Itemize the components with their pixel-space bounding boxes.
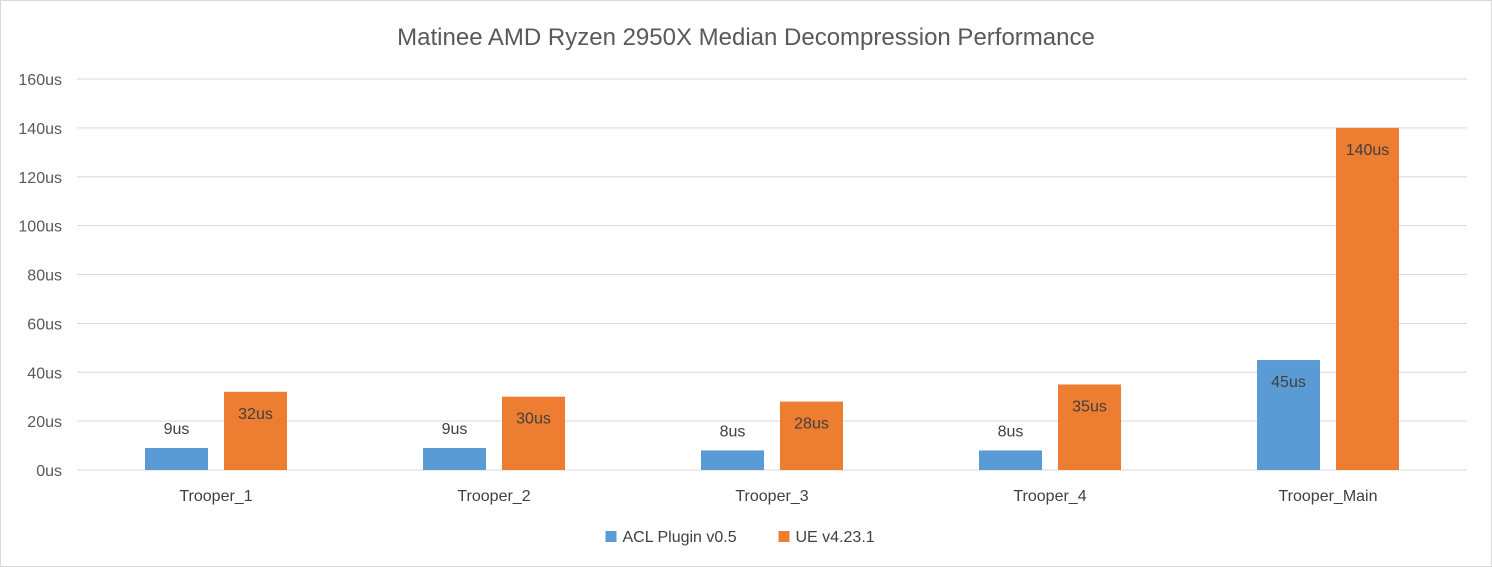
data-label: 9us: [442, 421, 468, 438]
bar-1-2: [780, 401, 843, 470]
gridlines: [77, 78, 1467, 471]
data-label: 45us: [1271, 374, 1306, 391]
x-category-label: Trooper_Main: [1278, 488, 1377, 505]
y-tick-label: 60us: [27, 316, 62, 333]
x-axis-categories: Trooper_1 Trooper_2 Trooper_3 Trooper_4 Troo…: [179, 488, 1377, 505]
data-label: 35us: [1072, 398, 1107, 415]
legend-label: ACL Plugin v0.5: [623, 529, 737, 546]
legend: ACL Plugin v0.5 UE v4.23.1: [605, 529, 875, 546]
y-tick-label: 0us: [36, 463, 62, 480]
y-axis-ticks: 0us 20us 40us 60us 80us 100us 120us 140us 160us: [18, 72, 62, 480]
legend-label: UE v4.23.1: [796, 529, 875, 546]
chart-title: Matinee AMD Ryzen 2950X Median Decompres…: [397, 24, 1095, 51]
bars: [145, 127, 1399, 470]
bar-1-0: [224, 391, 287, 470]
x-category-label: Trooper_2: [457, 488, 530, 505]
bar-0-3: [979, 450, 1042, 470]
x-category-label: Trooper_1: [179, 488, 252, 505]
data-label: 140us: [1346, 142, 1390, 159]
legend-swatch: [778, 531, 790, 542]
y-tick-label: 120us: [18, 170, 62, 187]
y-tick-label: 40us: [27, 365, 62, 382]
y-tick-label: 100us: [18, 219, 62, 236]
legend-swatch: [605, 531, 617, 542]
x-category-label: Trooper_4: [1013, 488, 1086, 505]
bar-0-1: [423, 448, 486, 470]
data-label: 9us: [164, 421, 190, 438]
bar-0-2: [701, 450, 764, 470]
data-label: 30us: [516, 411, 551, 428]
data-label: 32us: [238, 406, 273, 423]
bar-1-3: [1058, 384, 1121, 470]
data-labels: 9us 32us 9us 30us 8us 28us 8us 35us 45us 140us: [164, 142, 1390, 441]
y-tick-label: 160us: [18, 72, 62, 89]
bar-0-4: [1257, 360, 1320, 470]
x-category-label: Trooper_3: [735, 488, 808, 505]
data-label: 8us: [720, 423, 746, 440]
y-tick-label: 140us: [18, 121, 62, 138]
data-label: 28us: [794, 416, 829, 433]
data-label: 8us: [998, 423, 1024, 440]
y-tick-label: 80us: [27, 268, 62, 285]
y-tick-label: 20us: [27, 414, 62, 431]
bar-1-4: [1336, 127, 1399, 470]
bar-0-0: [145, 448, 208, 470]
bar-1-1: [502, 396, 565, 470]
